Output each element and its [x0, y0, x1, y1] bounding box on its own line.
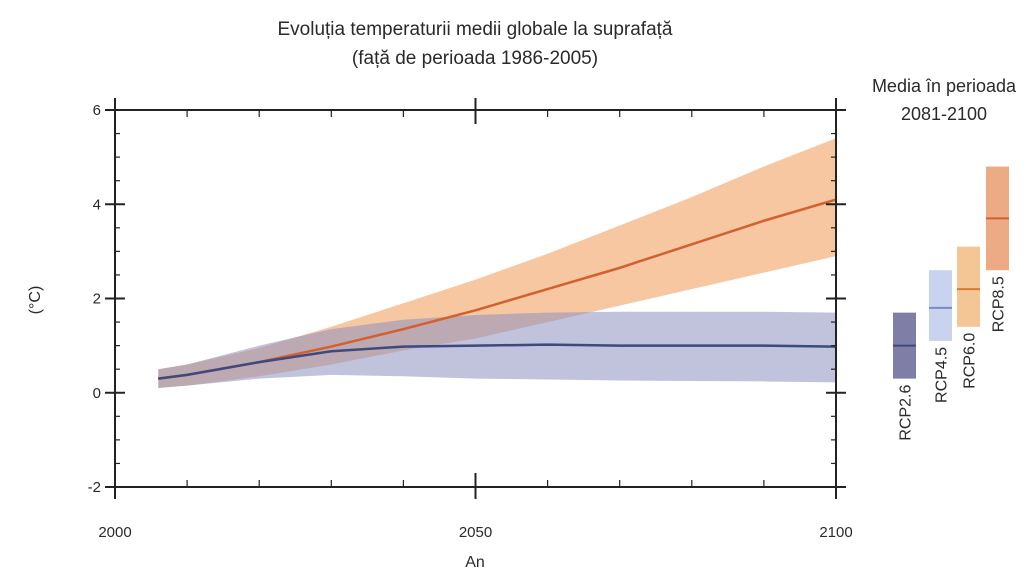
- uncertainty-bands: [158, 138, 836, 389]
- side-bar-label-RCP8.5: RCP8.5: [991, 276, 1008, 332]
- axis-ticks: -2 0 2 4 6 2000 2050 2100: [88, 98, 853, 541]
- side-bar-RCP4.5: [929, 270, 952, 341]
- chart-title-line-1: Evoluția temperaturii medii globale la s…: [278, 19, 673, 40]
- x-tick-label: 2100: [819, 524, 852, 541]
- series-lines: [158, 198, 837, 380]
- y-tick-label: 4: [93, 196, 101, 213]
- y-axis-label: (°C): [27, 286, 44, 315]
- side-panel-title-line-2: 2081-2100: [901, 104, 987, 124]
- series-line-1: [158, 343, 837, 380]
- side-bar-label-RCP6.0: RCP6.0: [962, 333, 979, 389]
- x-tick-label: 2050: [459, 524, 492, 541]
- side-panel-bars: RCP2.6 RCP4.5 RCP6.0 RCP8.5: [893, 166, 1009, 441]
- series-band-1: [158, 311, 836, 389]
- side-bar-label-RCP2.6: RCP2.6: [898, 385, 915, 441]
- y-tick-label: 2: [93, 291, 101, 308]
- y-tick-label: 6: [93, 102, 101, 119]
- side-panel-title-line-1: Media în perioada: [872, 76, 1017, 96]
- side-bar-label-RCP4.5: RCP4.5: [934, 347, 951, 403]
- x-axis-label: An: [465, 554, 485, 571]
- y-tick-label: 0: [93, 385, 101, 402]
- x-tick-label: 2000: [98, 524, 131, 541]
- y-tick-label: -2: [88, 479, 101, 496]
- side-bar-RCP6.0: [957, 246, 980, 327]
- chart-title-line-2: (față de perioada 1986-2005): [352, 48, 598, 69]
